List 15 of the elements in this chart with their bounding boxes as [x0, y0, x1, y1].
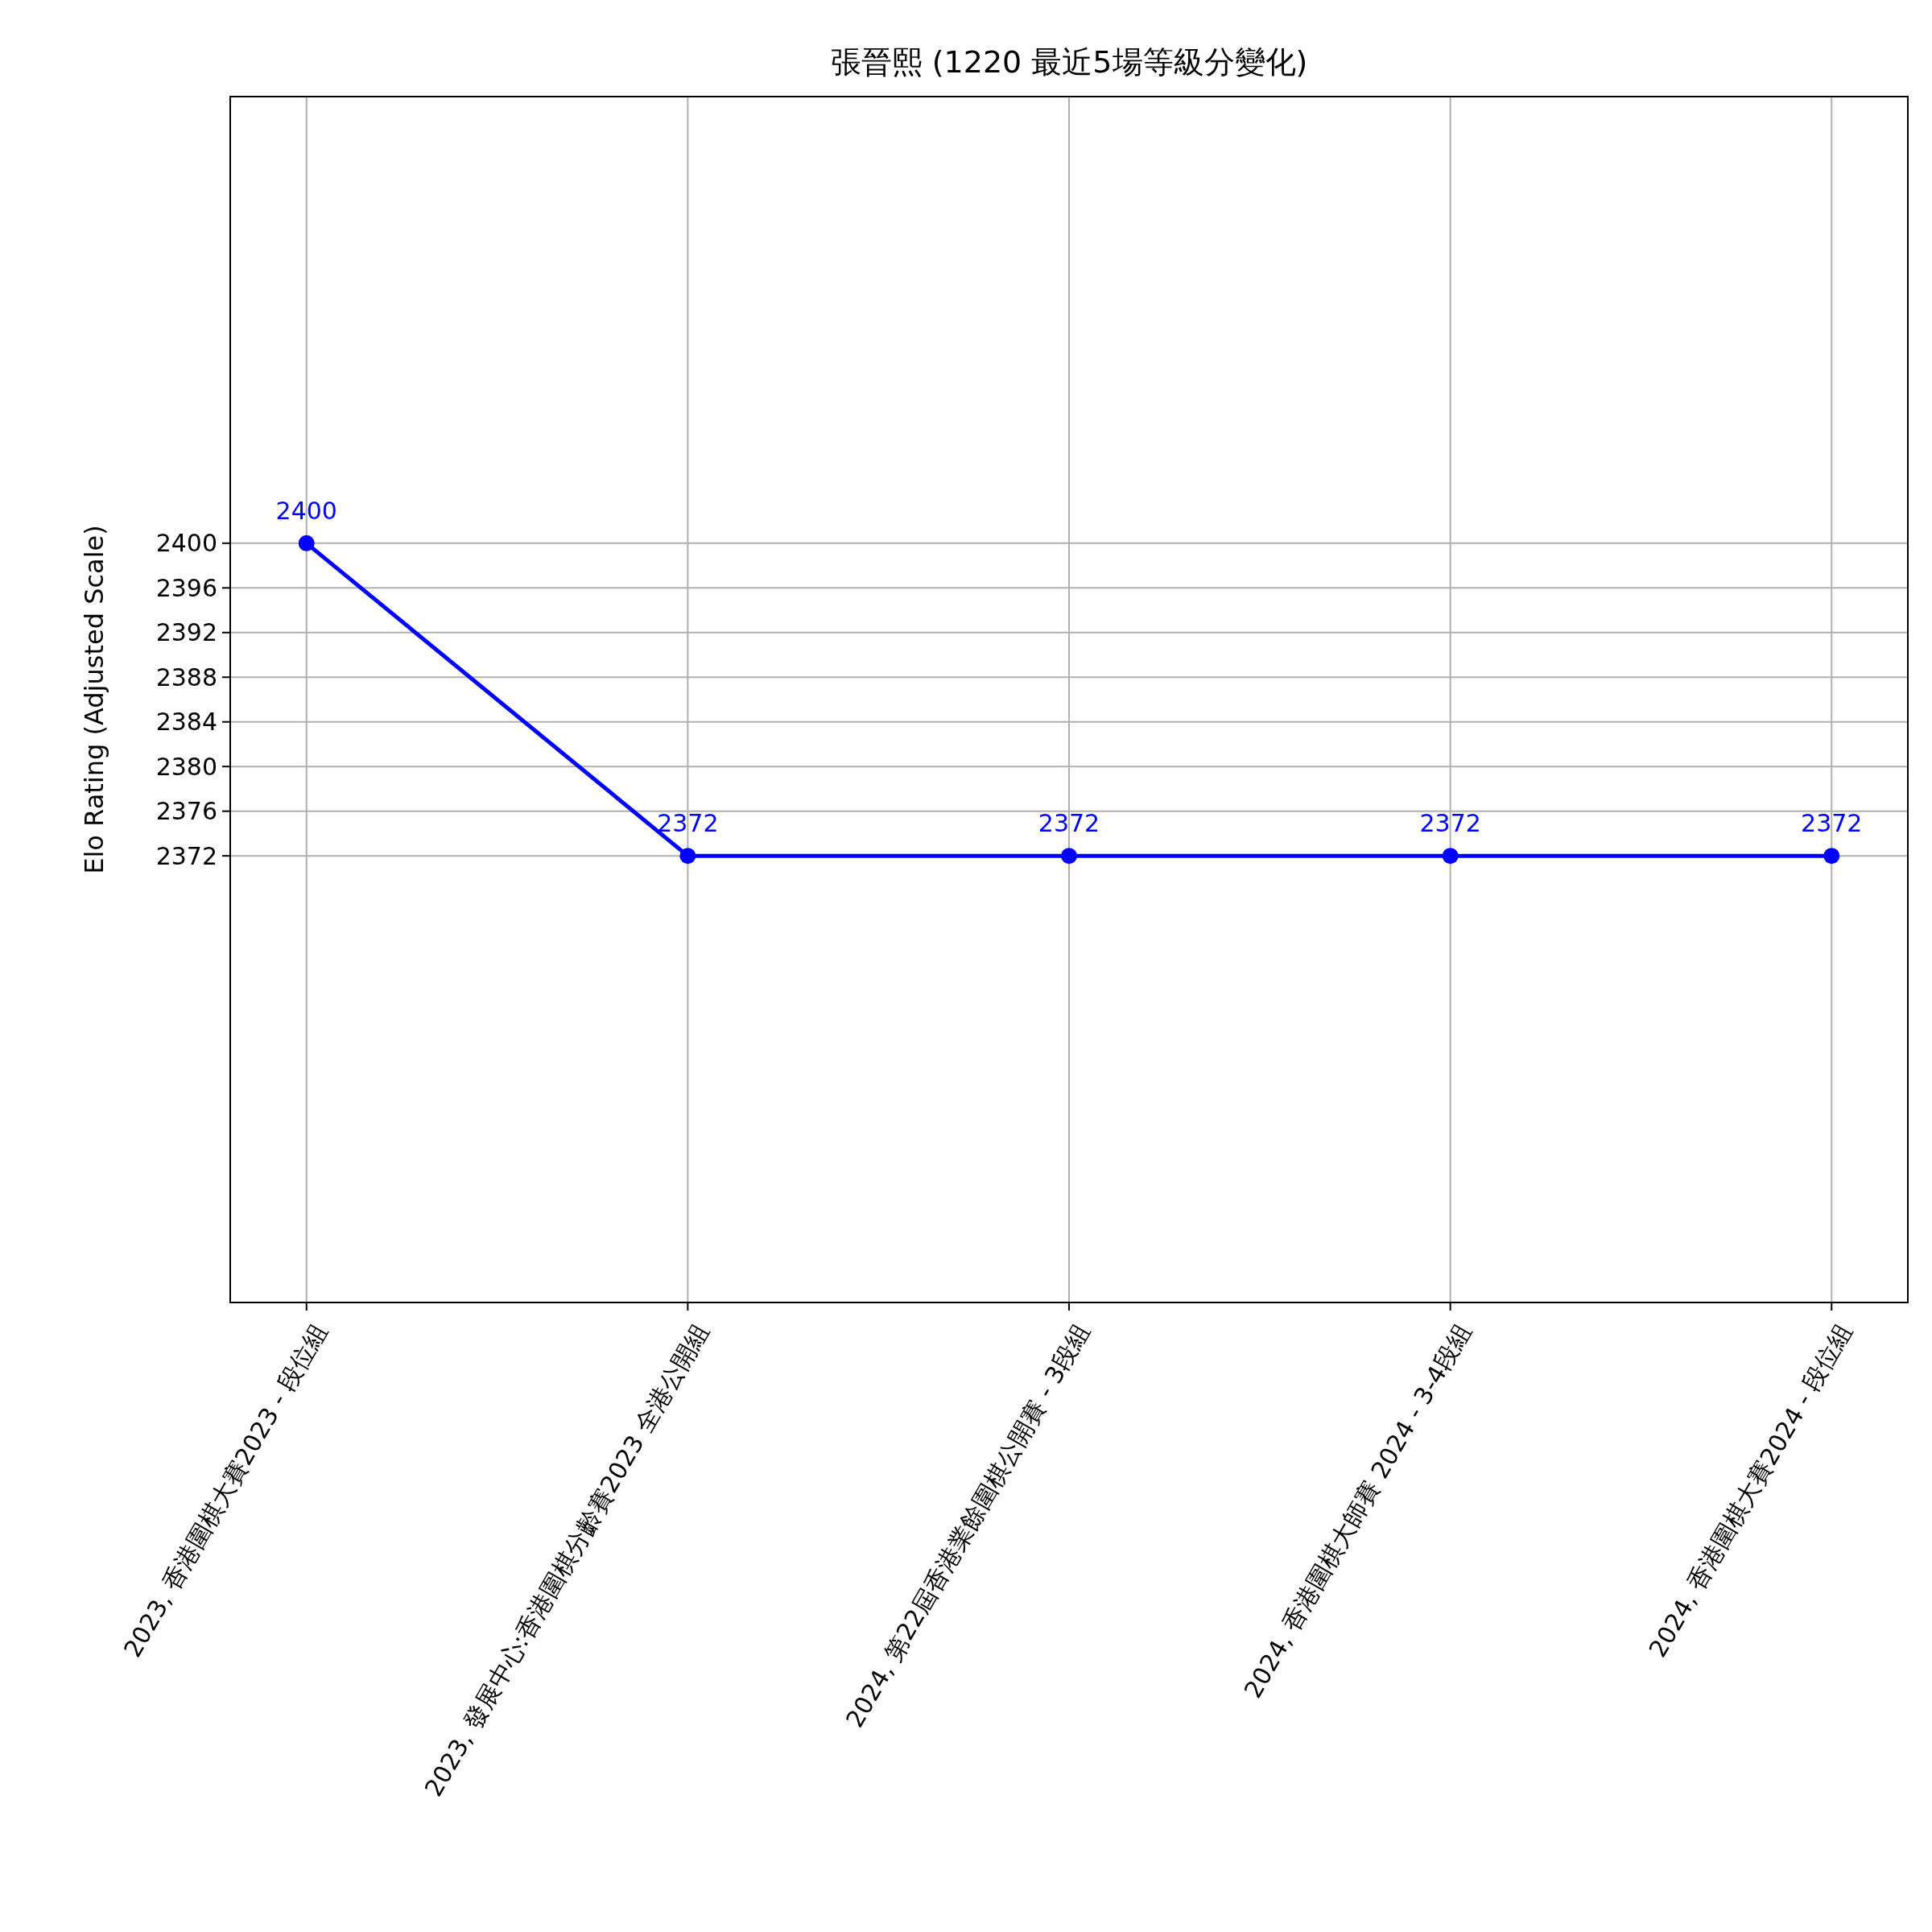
y-tick-label: 2400: [155, 529, 217, 558]
y-tick-label: 2376: [155, 797, 217, 826]
y-tick-label: 2392: [155, 618, 217, 647]
data-label: 2372: [1038, 809, 1100, 838]
data-label: 2372: [1801, 809, 1863, 838]
y-axis-title: Elo Rating (Adjusted Scale): [79, 525, 109, 874]
chart-title: 張晉熙 (1220 最近5場等級分變化): [830, 44, 1308, 80]
y-tick-label: 2388: [155, 663, 217, 691]
data-label: 2372: [657, 809, 719, 838]
y-tick-label: 2396: [155, 573, 217, 602]
y-tick-label: 2380: [155, 752, 217, 781]
y-tick-label: 2384: [155, 708, 217, 737]
data-label: 2400: [275, 496, 337, 525]
y-tick-label: 2372: [155, 841, 217, 870]
data-label: 2372: [1419, 809, 1481, 838]
